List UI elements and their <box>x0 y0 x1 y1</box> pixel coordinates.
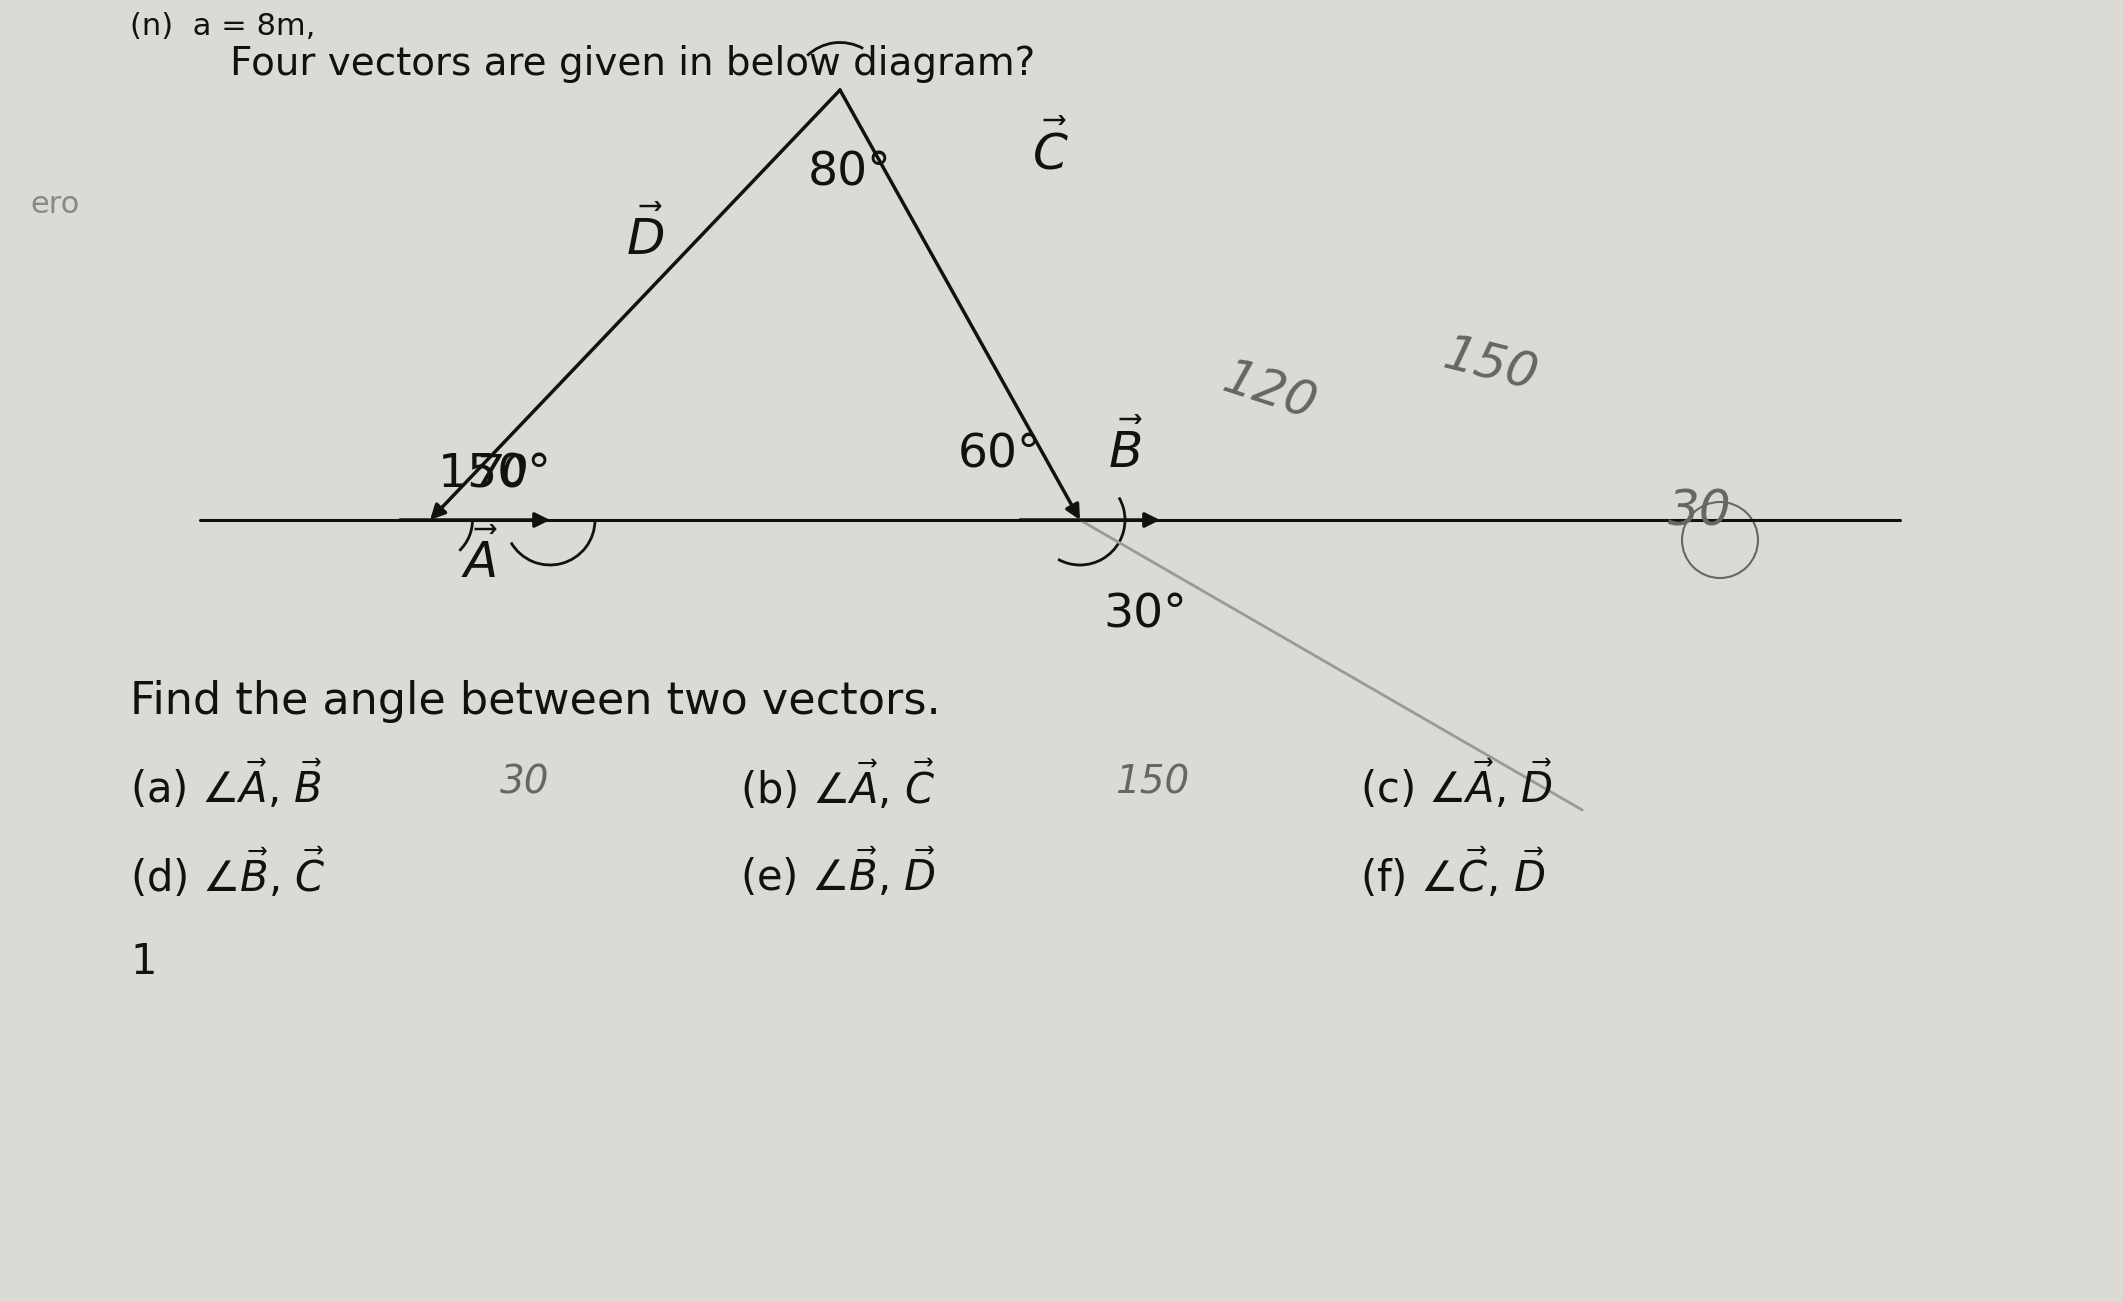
Text: ero: ero <box>30 190 79 219</box>
Text: (c) $\angle\vec{A}$, $\vec{D}$: (c) $\angle\vec{A}$, $\vec{D}$ <box>1361 758 1552 811</box>
Text: 30: 30 <box>1669 487 1732 535</box>
Text: (a) $\angle\vec{A}$, $\vec{B}$: (a) $\angle\vec{A}$, $\vec{B}$ <box>130 758 323 811</box>
Text: 150°: 150° <box>437 453 552 497</box>
Text: 30°: 30° <box>1104 592 1187 637</box>
Text: (d) $\angle\vec{B}$, $\vec{C}$: (d) $\angle\vec{B}$, $\vec{C}$ <box>130 846 325 901</box>
Text: $\vec{A}$: $\vec{A}$ <box>461 531 499 589</box>
Text: $\vec{D}$: $\vec{D}$ <box>626 208 664 266</box>
Text: 60°: 60° <box>957 432 1042 478</box>
Text: Four vectors are given in below diagram?: Four vectors are given in below diagram? <box>229 46 1036 83</box>
Text: $\vec{C}$: $\vec{C}$ <box>1032 122 1068 180</box>
Text: 70: 70 <box>476 452 529 493</box>
Text: Find the angle between two vectors.: Find the angle between two vectors. <box>130 680 940 723</box>
Text: $\vec{B}$: $\vec{B}$ <box>1108 422 1142 478</box>
Text: 150: 150 <box>1437 331 1541 400</box>
Text: 1: 1 <box>130 941 157 983</box>
Text: (f) $\angle\vec{C}$, $\vec{D}$: (f) $\angle\vec{C}$, $\vec{D}$ <box>1361 846 1546 901</box>
Text: (b) $\angle\vec{A}$, $\vec{C}$: (b) $\angle\vec{A}$, $\vec{C}$ <box>741 758 936 812</box>
Text: (n)  a = 8m,: (n) a = 8m, <box>130 12 316 40</box>
Text: 80°: 80° <box>809 150 892 195</box>
Text: (e) $\angle\vec{B}$, $\vec{D}$: (e) $\angle\vec{B}$, $\vec{D}$ <box>741 846 936 900</box>
Text: 120: 120 <box>1216 355 1323 430</box>
Text: 150: 150 <box>1115 763 1189 801</box>
Text: 30: 30 <box>501 763 550 801</box>
